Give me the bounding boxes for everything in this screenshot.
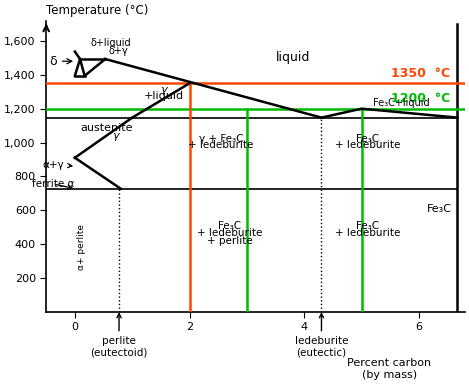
Text: liquid: liquid <box>276 51 310 64</box>
Text: Fe₃C: Fe₃C <box>356 134 379 144</box>
Text: δ: δ <box>49 55 72 68</box>
Text: Fe₃C+liquid: Fe₃C+liquid <box>373 98 430 108</box>
Text: Fe₃C: Fe₃C <box>218 221 241 231</box>
X-axis label: Percent carbon
(by mass): Percent carbon (by mass) <box>348 358 431 380</box>
Text: γ: γ <box>160 85 167 95</box>
Text: Fe₃C: Fe₃C <box>426 204 452 214</box>
Text: Temperature (°C): Temperature (°C) <box>46 4 149 17</box>
Text: ledeburite
(eutectic): ledeburite (eutectic) <box>295 314 348 358</box>
Text: γ: γ <box>112 131 118 141</box>
Text: δ+γ: δ+γ <box>108 47 128 57</box>
Text: austenite: austenite <box>80 123 133 133</box>
Text: α+ perlite: α+ perlite <box>77 224 86 271</box>
Text: perlite
(eutectoid): perlite (eutectoid) <box>91 314 148 358</box>
Text: + ledeburite: + ledeburite <box>189 141 254 151</box>
Text: α+γ: α+γ <box>42 159 72 169</box>
Text: ferrite α: ferrite α <box>32 179 74 189</box>
Text: + ledeburite: + ledeburite <box>335 141 400 151</box>
Text: 1200  °C: 1200 °C <box>391 92 451 105</box>
Text: 1350  °C: 1350 °C <box>391 67 451 80</box>
Text: + ledeburite: + ledeburite <box>335 228 400 238</box>
Text: + ledeburite: + ledeburite <box>197 228 262 238</box>
Text: +liquid: +liquid <box>144 91 184 101</box>
Text: + perlite: + perlite <box>207 236 253 246</box>
Text: δ+liquid: δ+liquid <box>90 38 131 48</box>
Text: γ + Fe₃C: γ + Fe₃C <box>199 134 243 144</box>
Text: Fe₃C: Fe₃C <box>356 221 379 231</box>
